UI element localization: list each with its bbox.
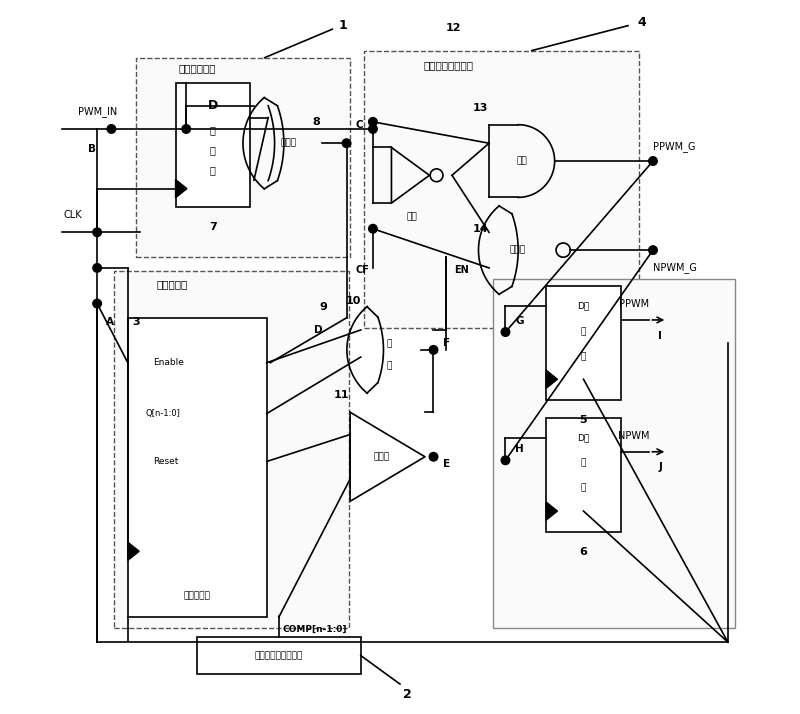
Text: 门: 门 [386, 361, 392, 370]
Circle shape [649, 157, 658, 166]
Text: 5: 5 [580, 415, 587, 425]
Text: A: A [106, 317, 114, 327]
Text: 1: 1 [338, 19, 347, 32]
Text: E: E [442, 459, 450, 469]
Text: 或: 或 [386, 340, 392, 348]
Text: NPWM: NPWM [618, 431, 650, 441]
Circle shape [93, 228, 102, 236]
Text: PPWM_G: PPWM_G [653, 141, 695, 152]
Circle shape [649, 246, 658, 254]
Text: Enable: Enable [153, 358, 183, 367]
Text: 器: 器 [581, 484, 586, 493]
Text: 11: 11 [334, 390, 350, 400]
Text: 发: 发 [581, 458, 586, 468]
Text: 加法计数器: 加法计数器 [184, 591, 210, 600]
Text: 触: 触 [210, 125, 216, 135]
Circle shape [369, 118, 377, 126]
Polygon shape [175, 179, 187, 198]
Text: 12: 12 [446, 23, 461, 33]
Circle shape [501, 456, 510, 465]
Circle shape [369, 125, 377, 134]
Text: CLK: CLK [64, 210, 82, 220]
Text: Q[n-1:0]: Q[n-1:0] [146, 409, 181, 418]
Text: H: H [515, 444, 524, 454]
Bar [493, 278, 735, 628]
Text: 死区时间插入单元: 死区时间插入单元 [423, 60, 474, 70]
Text: CF: CF [355, 265, 369, 275]
Circle shape [93, 263, 102, 272]
Text: 比较器: 比较器 [374, 452, 390, 461]
Circle shape [342, 139, 351, 148]
Text: 10: 10 [346, 296, 362, 306]
Text: EN: EN [454, 265, 470, 275]
Circle shape [93, 299, 102, 308]
Bar [364, 51, 638, 328]
Polygon shape [546, 370, 558, 388]
Text: D: D [208, 99, 218, 111]
Text: D触: D触 [578, 433, 590, 443]
Text: 14: 14 [473, 223, 488, 233]
Text: COMP[n-1:0]: COMP[n-1:0] [282, 625, 346, 634]
Bar [546, 418, 621, 532]
Text: 4: 4 [638, 16, 646, 29]
Circle shape [430, 346, 438, 354]
Polygon shape [546, 502, 558, 521]
Text: 13: 13 [473, 103, 488, 113]
Text: Reset: Reset [153, 457, 178, 466]
Text: 器: 器 [581, 352, 586, 361]
Circle shape [501, 328, 510, 336]
Bar [197, 637, 361, 674]
Text: 边沿检测单元: 边沿检测单元 [178, 64, 216, 74]
Text: 6: 6 [579, 546, 587, 556]
Text: F: F [442, 338, 450, 348]
Text: J: J [658, 463, 662, 473]
Text: 8: 8 [313, 117, 321, 127]
Text: D: D [314, 325, 322, 335]
Text: PWM_IN: PWM_IN [78, 106, 117, 117]
Bar [136, 58, 350, 257]
Bar [175, 83, 250, 207]
Text: NPWM_G: NPWM_G [653, 263, 697, 273]
Bar [128, 318, 266, 617]
Bar [546, 286, 621, 400]
Text: 与门: 与门 [517, 156, 527, 166]
Text: 发: 发 [210, 145, 216, 155]
Circle shape [430, 453, 438, 461]
Circle shape [182, 125, 190, 134]
Text: 或非门: 或非门 [510, 246, 526, 255]
Text: C: C [355, 120, 363, 130]
Text: 发: 发 [581, 327, 586, 336]
Text: I: I [658, 331, 662, 341]
Text: 9: 9 [319, 302, 327, 312]
Circle shape [107, 125, 116, 134]
Text: 死区时间设定寄存器: 死区时间设定寄存器 [254, 651, 303, 660]
Text: 7: 7 [209, 222, 217, 232]
Text: 非门: 非门 [406, 212, 417, 221]
Bar [114, 271, 349, 628]
Text: G: G [515, 316, 524, 326]
Text: B: B [88, 144, 96, 154]
Polygon shape [128, 542, 139, 560]
Text: 器: 器 [210, 165, 216, 175]
Text: 3: 3 [133, 317, 140, 327]
Text: 异或门: 异或门 [280, 139, 296, 148]
Text: PPWM: PPWM [618, 299, 649, 309]
Text: D触: D触 [578, 302, 590, 311]
Text: 2: 2 [402, 688, 411, 700]
Text: 计数器单元: 计数器单元 [156, 279, 187, 289]
Circle shape [369, 224, 377, 233]
